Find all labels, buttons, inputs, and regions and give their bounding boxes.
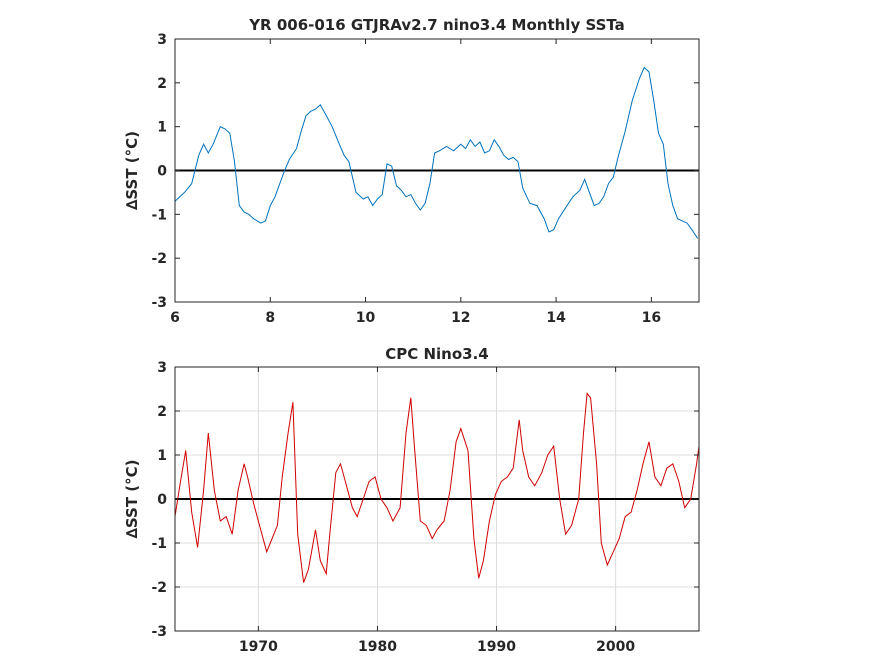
x-tick-label: 2000 — [596, 639, 635, 655]
y-tick-label: 3 — [157, 360, 167, 376]
y-tick-label: 0 — [157, 492, 167, 508]
x-tick-label: 1970 — [239, 639, 278, 655]
x-tick-label: 14 — [546, 310, 566, 326]
y-tick-label: 1 — [157, 120, 167, 136]
chart-title: CPC Nino3.4 — [385, 345, 488, 363]
chart-title: YR 006-016 GTJRAv2.7 nino3.4 Monthly SST… — [248, 16, 625, 34]
y-axis-label: ∆SST (°C) — [123, 459, 141, 538]
sst-anomaly-series — [174, 66, 699, 239]
sst-anomaly-series — [174, 392, 700, 583]
x-tick-label: 1980 — [358, 639, 397, 655]
y-tick-label: 3 — [157, 32, 167, 48]
y-tick-label: -1 — [151, 536, 167, 552]
y-axis-label: ∆SST (°C) — [123, 131, 141, 210]
chart-panel-gtjra: YR 006-016 GTJRAv2.7 nino3.4 Monthly SST… — [123, 16, 700, 326]
x-tick-label: 1990 — [477, 639, 516, 655]
y-tick-label: 2 — [157, 76, 167, 92]
y-tick-label: -2 — [151, 251, 167, 267]
chart-panel-cpc: CPC Nino3.4 1970 1980 1990 2000 -3 -2 -1 0 1 2 3 ∆… — [123, 345, 700, 655]
y-tick-label: 2 — [157, 404, 167, 420]
y-tick-label: 0 — [157, 164, 167, 180]
y-tick-label: 1 — [157, 448, 167, 464]
y-tick-label: -3 — [151, 295, 167, 311]
y-tick-label: -1 — [151, 207, 167, 223]
y-tick-label: -3 — [151, 624, 167, 640]
x-tick-label: 10 — [356, 310, 376, 326]
x-tick-label: 8 — [265, 310, 275, 326]
x-tick-label: 6 — [170, 310, 180, 326]
x-tick-label: 16 — [642, 310, 661, 326]
x-tick-label: 12 — [451, 310, 470, 326]
y-tick-label: -2 — [151, 580, 167, 596]
